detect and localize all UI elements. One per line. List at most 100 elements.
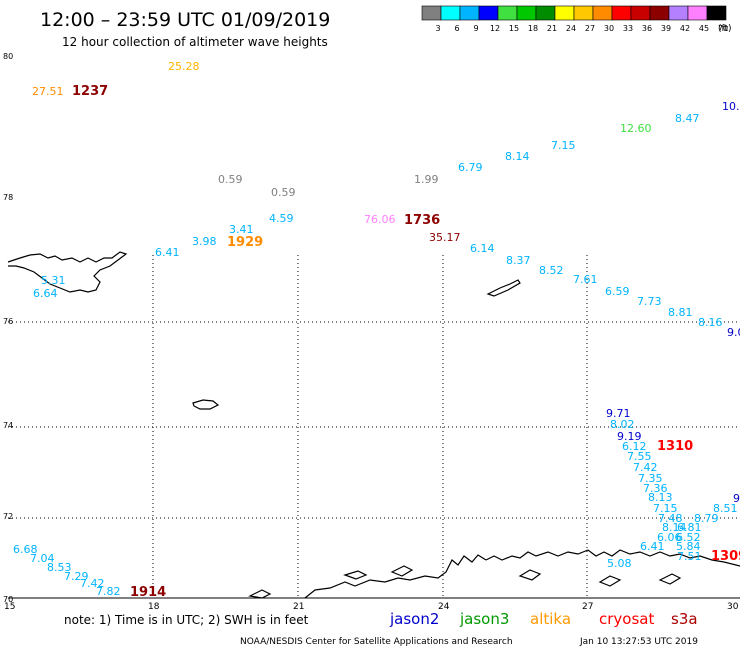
satellite-altika: altika: [530, 610, 571, 628]
legend-swatch: [630, 5, 651, 21]
wave-height-label: 9.71: [606, 407, 631, 420]
lon-label: 24: [438, 602, 450, 612]
legend-swatch: [573, 5, 594, 21]
legend-bin-label: 27: [585, 24, 595, 33]
legend-swatches: [421, 5, 727, 21]
legend-swatch: [649, 5, 670, 21]
legend-swatch: [535, 5, 556, 21]
latitude-labels: 80 78 76 74 72 70: [3, 52, 13, 604]
color-scale-legend: 3 6 9 12 15 18 21 24 27 30 33 36 39 42 45 70 (ft): [421, 5, 732, 34]
wave-height-label: 7.82: [96, 585, 121, 598]
lon-label: 21: [293, 602, 304, 612]
wave-height-label: 8.53: [47, 561, 72, 574]
wave-height-label: 9.0: [727, 326, 740, 339]
wave-height-label: 0.59: [218, 173, 243, 186]
legend-bin-label: 70: [718, 24, 728, 33]
legend-bin-label: 39: [661, 24, 671, 33]
svalbard-south-coast: [7, 251, 128, 293]
wave-height-label: 8.79: [694, 512, 719, 525]
lat-label: 74: [3, 421, 13, 430]
wave-height-label: 4.59: [269, 212, 294, 225]
wave-height-label: 6.81: [677, 521, 702, 534]
legend-swatch: [516, 5, 537, 21]
lat-label: 72: [3, 512, 13, 521]
legend-bin-label: 42: [680, 24, 690, 33]
legend-swatch: [668, 5, 689, 21]
wave-height-label: 0.59: [271, 186, 296, 199]
legend-swatch: [497, 5, 518, 21]
footer-timestamp: Jan 10 13:27:53 UTC 2019: [579, 637, 698, 647]
wave-height-label: 3.98: [192, 235, 217, 248]
wave-height-label: 1914: [130, 585, 166, 600]
wave-height-label: 8.14: [505, 150, 530, 163]
legend-bin-label: 30: [604, 24, 614, 33]
wave-height-label: 8.47: [675, 112, 700, 125]
legend-swatch: [687, 5, 708, 21]
legend-bin-label: 15: [509, 24, 519, 33]
satellite-jason2: jason2: [389, 610, 439, 628]
satellite-s3a: s3a: [671, 610, 698, 628]
wave-height-label: 76.06: [364, 213, 396, 226]
legend-swatch: [440, 5, 461, 21]
wave-height-label: 7.15: [653, 502, 678, 515]
satellite-legend: jason2 jason3 altika cryosat s3a: [389, 610, 698, 628]
lon-label: 27: [582, 602, 593, 612]
wave-height-labels: 25.28 27.51 1237 0.59 0.59 1.99 6.79 8.14 7.15 12…: [13, 60, 740, 600]
map-title: 12:00 – 23:59 UTC 01/09/2019: [40, 9, 330, 31]
wave-height-label: 6.41: [155, 246, 180, 259]
norway-islands: [248, 565, 682, 599]
legend-bin-label: 45: [699, 24, 709, 33]
lon-label: 18: [148, 602, 160, 612]
wave-height-label: 10.: [722, 100, 740, 113]
wave-height-label: 8.02: [610, 418, 635, 431]
wave-height-label: 7.51: [677, 550, 702, 563]
legend-swatch: [611, 5, 632, 21]
lat-label: 70: [3, 595, 13, 604]
lat-label: 80: [3, 52, 13, 61]
legend-bin-label: 6: [454, 24, 459, 33]
legend-swatch: [592, 5, 613, 21]
bear-island: [192, 399, 220, 410]
wave-height-label: 7.42: [80, 577, 105, 590]
wave-height-label: 12.60: [620, 122, 652, 135]
satellite-cryosat: cryosat: [599, 610, 654, 628]
legend-unit: (ft): [718, 24, 732, 34]
wave-height-label: 8.51: [713, 502, 738, 515]
legend-bin-label: 3: [435, 24, 440, 33]
wave-height-label: 7.36: [643, 482, 668, 495]
lat-label: 78: [3, 193, 13, 202]
legend-swatch: [706, 5, 727, 21]
norway-coast-east: [485, 549, 740, 567]
wave-height-label: 7.15: [551, 139, 576, 152]
wave-height-label: 6.52: [676, 531, 701, 544]
footer-credit: NOAA/NESDIS Center for Satellite Applica…: [240, 637, 513, 647]
wave-height-label: 3.41: [229, 223, 254, 236]
wave-height-label: 5.84: [676, 540, 701, 553]
wave-height-label: 6.68: [13, 543, 38, 556]
wave-height-label: 27.51: [32, 85, 64, 98]
wave-height-label: 6.79: [458, 161, 483, 174]
wave-height-label: 5.08: [607, 557, 632, 570]
wave-height-label: 9: [733, 492, 740, 505]
norway-coast-west: [304, 554, 487, 599]
legend-labels: 3 6 9 12 15 18 21 24 27 30 33 36 39 42 45 70: [435, 24, 728, 33]
wave-height-label: 8.52: [539, 264, 564, 277]
legend-bin-label: 18: [528, 24, 538, 33]
wave-height-label: 8.16: [698, 316, 723, 329]
legend-bin-label: 36: [642, 24, 652, 33]
lat-label: 76: [3, 317, 13, 326]
wave-height-label: 7.55: [627, 450, 652, 463]
wave-height-label: 8.81: [668, 306, 693, 319]
legend-bin-label: 9: [473, 24, 478, 33]
wave-height-label: 9.19: [617, 430, 642, 443]
legend-swatch: [459, 5, 480, 21]
satellite-jason3: jason3: [459, 610, 509, 628]
wave-height-label: 6.14: [470, 242, 495, 255]
wave-height-label: 7.48: [658, 512, 683, 525]
footer-note: note: 1) Time is in UTC; 2) SWH is in fe…: [64, 613, 309, 627]
lon-label: 15: [4, 602, 15, 612]
hopen-island: [486, 279, 521, 297]
wave-height-label: 8.14: [662, 521, 687, 534]
wave-height-label: 5.31: [41, 274, 66, 287]
